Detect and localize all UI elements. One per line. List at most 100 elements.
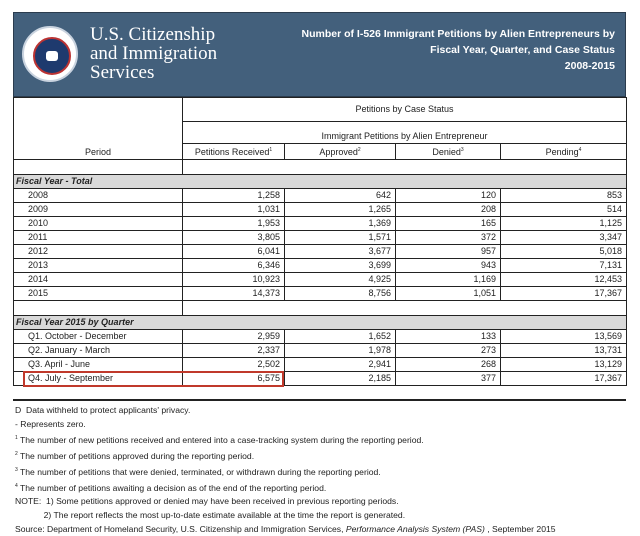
footnote: 4 The number of petitions awaiting a dec… bbox=[15, 479, 556, 495]
value-cell: 1,031 bbox=[182, 202, 285, 217]
report-header: U.S. Citizenship and Immigration Service… bbox=[13, 12, 626, 97]
value-cell: 3,805 bbox=[182, 230, 285, 245]
value-cell: 268 bbox=[395, 357, 501, 372]
period-cell: Q2. January - March bbox=[13, 343, 183, 358]
value-cell: 133 bbox=[395, 329, 501, 344]
value-cell: 2,185 bbox=[284, 371, 396, 386]
value-cell: 1,953 bbox=[182, 216, 285, 231]
footnote-text: The number of petitions awaiting a decis… bbox=[17, 482, 327, 493]
period-cell: 2014 bbox=[13, 272, 183, 287]
title-line: 2008-2015 bbox=[564, 60, 615, 72]
value-cell: 17,367 bbox=[500, 286, 627, 301]
footnote-marker: 1 bbox=[15, 435, 18, 441]
table-row: 2013 6,346 3,699 943 7,131 bbox=[13, 258, 627, 273]
title-line: Number of I-526 Immigrant Petitions by A… bbox=[301, 28, 615, 40]
value-cell: 13,731 bbox=[500, 343, 627, 358]
value-cell: 1,169 bbox=[395, 272, 501, 287]
source-line: Source: Department of Homeland Security,… bbox=[15, 522, 556, 536]
source-system: Performance Analysis System (PAS) bbox=[345, 524, 485, 535]
blank-cell bbox=[182, 300, 627, 316]
petitions-table: Period Petitions by Case Status Immigran… bbox=[13, 97, 627, 386]
value-cell: 1,051 bbox=[395, 286, 501, 301]
column-label: Denied bbox=[432, 147, 461, 157]
table-row: 2012 6,041 3,677 957 5,018 bbox=[13, 244, 627, 259]
table-row: 2014 10,923 4,925 1,169 12,453 bbox=[13, 272, 627, 287]
footnote: D Data withheld to protect applicants' p… bbox=[15, 403, 556, 417]
value-cell: 3,699 bbox=[284, 258, 396, 273]
value-cell: 6,041 bbox=[182, 244, 285, 259]
section-header-row: Fiscal Year - Total bbox=[13, 174, 627, 189]
footnote-marker: 2 bbox=[15, 450, 18, 457]
title-line: Fiscal Year, Quarter, and Case Status bbox=[430, 44, 615, 56]
footnote: 2 The number of petitions approved durin… bbox=[15, 447, 556, 463]
value-cell: 1,652 bbox=[284, 329, 396, 344]
footnote: 3 The number of petitions that were deni… bbox=[15, 463, 556, 479]
blank-cell bbox=[182, 159, 627, 175]
group-header: Petitions by Case Status bbox=[182, 97, 627, 122]
agency-line: and Immigration bbox=[90, 43, 218, 64]
footnote-text: The number of new petitions received and… bbox=[17, 434, 424, 445]
footnote: - Represents zero. bbox=[15, 417, 556, 431]
footnote-text: The number of petitions approved during … bbox=[17, 450, 255, 461]
value-cell: 2,502 bbox=[182, 357, 285, 372]
value-cell: 853 bbox=[500, 188, 627, 203]
footnote-marker: 4 bbox=[15, 482, 18, 489]
value-cell: 957 bbox=[395, 244, 501, 259]
value-cell: 13,569 bbox=[500, 329, 627, 344]
column-label: Approved bbox=[319, 147, 358, 157]
value-cell: 208 bbox=[395, 202, 501, 217]
value-cell: 2,941 bbox=[284, 357, 396, 372]
value-cell: 17,367 bbox=[500, 371, 627, 386]
agency-line: Services bbox=[90, 62, 155, 83]
period-cell: 2013 bbox=[13, 258, 183, 273]
footnotes: D Data withheld to protect applicants' p… bbox=[15, 403, 556, 536]
value-cell: 642 bbox=[284, 188, 396, 203]
footnote: 1 The number of new petitions received a… bbox=[15, 431, 556, 447]
table-row: 2008 1,258 642 120 853 bbox=[13, 188, 627, 203]
agency-name: U.S. Citizenship and Immigration Service… bbox=[90, 25, 217, 82]
value-cell: 14,373 bbox=[182, 286, 285, 301]
period-cell: 2012 bbox=[13, 244, 183, 259]
value-cell: 943 bbox=[395, 258, 501, 273]
table-row: Q2. January - March 2,337 1,978 273 13,731 bbox=[13, 343, 627, 358]
period-header: Period bbox=[13, 97, 183, 160]
column-header: Denied3 bbox=[395, 143, 501, 160]
value-cell: 6,346 bbox=[182, 258, 285, 273]
footnote-text: D Data withheld to protect applicants' p… bbox=[15, 405, 191, 415]
value-cell: 1,571 bbox=[284, 230, 396, 245]
section-header-row: Fiscal Year 2015 by Quarter bbox=[13, 315, 627, 330]
section-label: Fiscal Year - Total bbox=[13, 174, 627, 189]
source-prefix: Source: Department of Homeland Security,… bbox=[15, 524, 346, 535]
column-header: Approved2 bbox=[284, 143, 396, 160]
value-cell: 4,925 bbox=[284, 272, 396, 287]
period-cell: 2011 bbox=[13, 230, 183, 245]
value-cell: 377 bbox=[395, 371, 501, 386]
value-cell: 2,959 bbox=[182, 329, 285, 344]
blank-row bbox=[13, 159, 627, 175]
column-label: Petitions Received bbox=[194, 147, 270, 157]
footnote-text: 2) The report reflects the most up-to-da… bbox=[15, 510, 406, 521]
footnote-marker: 3 bbox=[15, 466, 18, 473]
value-cell: 120 bbox=[395, 188, 501, 203]
column-header: Pending4 bbox=[500, 143, 627, 160]
column-header-row: Petitions Received1 Approved2 Denied3 Pendi… bbox=[14, 143, 627, 160]
period-cell: Q3. April - June bbox=[13, 357, 183, 372]
value-cell: 7,131 bbox=[500, 258, 627, 273]
column-label: Pending bbox=[545, 147, 579, 157]
divider bbox=[13, 399, 626, 401]
value-cell: 10,923 bbox=[182, 272, 285, 287]
agency-line: U.S. Citizenship bbox=[90, 24, 216, 45]
value-cell: 372 bbox=[395, 230, 501, 245]
blank-cell bbox=[13, 300, 183, 316]
dhs-seal-logo bbox=[22, 26, 78, 82]
table-row: Q4. July - September 6,575 2,185 377 17,367 bbox=[13, 371, 627, 386]
header-row: Period Petitions by Case Status bbox=[13, 97, 627, 160]
table-row: 2015 14,373 8,756 1,051 17,367 bbox=[13, 286, 627, 301]
value-cell: 1,258 bbox=[182, 188, 285, 203]
footnote: NOTE: 1) Some petitions approved or deni… bbox=[15, 494, 556, 508]
footnote-marker: 4 bbox=[578, 147, 582, 153]
value-cell: 1,369 bbox=[284, 216, 396, 231]
value-cell: 2,337 bbox=[182, 343, 285, 358]
table-row: Q1. October - December 2,959 1,652 133 13,56… bbox=[13, 329, 627, 344]
highlight-box bbox=[23, 370, 284, 387]
